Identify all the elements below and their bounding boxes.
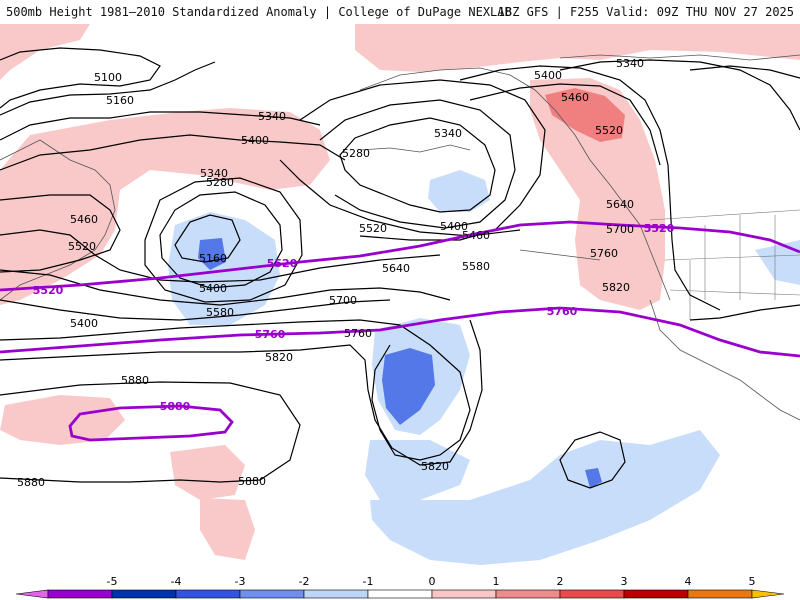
colorbar-swatch	[559, 589, 625, 599]
contour-label: 5280	[206, 176, 234, 189]
colorbar-swatch	[623, 589, 689, 599]
contour-label: 5700	[329, 294, 357, 307]
colorbar-tick-label: 1	[493, 575, 500, 588]
contour-label: 5700	[606, 223, 634, 236]
coastlines	[0, 54, 800, 421]
contour-label: 5880	[121, 374, 149, 387]
contour-label: 5160	[199, 252, 227, 265]
contour-label: 5520	[595, 124, 623, 137]
anomaly-map: 5100 5160 5340 5400 5280 5340 5400 5340 …	[0, 24, 800, 572]
colorbar-tick-label: -5	[107, 575, 118, 588]
contour-label: 5520	[359, 222, 387, 235]
highlight-label: 5760	[547, 305, 578, 318]
colorbar-tick-label: 2	[557, 575, 564, 588]
contour-label: 5640	[382, 262, 410, 275]
highlight-label: 5880	[160, 400, 191, 413]
colorbar-tick-label: -2	[299, 575, 310, 588]
colorbar-swatch	[303, 589, 369, 599]
colorbar-swatch	[111, 589, 177, 599]
colorbar-ticks: -5 -4 -3 -2 -1 0 1 2 3 4 5	[107, 575, 756, 588]
model-run-info: 18Z GFS | F255 Valid: 09Z THU NOV 27 202…	[497, 5, 794, 19]
colorbar-swatch	[431, 589, 497, 599]
contour-label: 5340	[434, 127, 462, 140]
contour-label: 5520	[68, 240, 96, 253]
colorbar-swatch	[495, 589, 561, 599]
colorbar-tick-label: -1	[363, 575, 374, 588]
colorbar-legend: -5 -4 -3 -2 -1 0 1 2 3 4 5	[15, 575, 785, 599]
colorbar-swatch	[367, 589, 433, 599]
colorbar-swatch	[239, 589, 305, 599]
contour-label: 5400	[241, 134, 269, 147]
highlight-label: 5760	[255, 328, 286, 341]
contour-label: 5460	[70, 213, 98, 226]
highlight-label: 5520	[267, 257, 298, 270]
height-contours	[0, 47, 800, 489]
highlight-contours	[0, 220, 800, 442]
colorbar-swatch	[15, 589, 49, 599]
contour-label: 5580	[462, 260, 490, 273]
contour-label: 5880	[238, 475, 266, 488]
contour-label: 5760	[590, 247, 618, 260]
strong-negative-anomaly	[198, 238, 602, 488]
colorbar-tick-label: 3	[621, 575, 628, 588]
contour-label: 5880	[17, 476, 45, 489]
contour-label: 5400	[199, 282, 227, 295]
contour-label: 5820	[602, 281, 630, 294]
contour-label: 5340	[200, 167, 228, 180]
contour-label: 5340	[258, 110, 286, 123]
contour-label: 5640	[606, 198, 634, 211]
colorbar-tick-label: -3	[235, 575, 246, 588]
contour-label: 5460	[462, 229, 490, 242]
contour-label: 5400	[534, 69, 562, 82]
contour-label: 5580	[206, 306, 234, 319]
colorbar-swatch	[751, 589, 785, 599]
contour-label: 5820	[265, 351, 293, 364]
contour-label: 5160	[106, 94, 134, 107]
positive-anomaly-shading	[0, 24, 800, 560]
contour-label: 5340	[616, 57, 644, 70]
map-header: 500mb Height 1981–2010 Standardized Anom…	[0, 0, 800, 24]
contour-label: 5820	[421, 460, 449, 473]
colorbar-swatch	[175, 589, 241, 599]
contour-labels: 5100 5160 5340 5400 5280 5340 5400 5340 …	[17, 57, 644, 489]
contour-label: 5460	[561, 91, 589, 104]
political-borders	[649, 209, 800, 320]
colorbar-tick-label: 0	[429, 575, 436, 588]
contour-label: 5100	[94, 71, 122, 84]
highlight-contour-labels: 5520 5520 5520 5760 5760 5880	[33, 222, 675, 413]
colorbar-swatch	[687, 589, 753, 599]
contour-label: 5760	[344, 327, 372, 340]
contour-label: 5400	[440, 220, 468, 233]
contour-label: 5400	[70, 317, 98, 330]
colorbar-tick-label: 5	[749, 575, 756, 588]
map-title: 500mb Height 1981–2010 Standardized Anom…	[6, 5, 512, 19]
colorbar-tick-label: 4	[685, 575, 692, 588]
strong-positive-anomaly	[545, 88, 625, 142]
colorbar-swatches	[15, 589, 785, 599]
colorbar-swatch	[47, 589, 113, 599]
contour-label: 5280	[342, 147, 370, 160]
highlight-label: 5520	[644, 222, 675, 235]
colorbar-tick-label: -4	[171, 575, 182, 588]
highlight-label: 5520	[33, 284, 64, 297]
